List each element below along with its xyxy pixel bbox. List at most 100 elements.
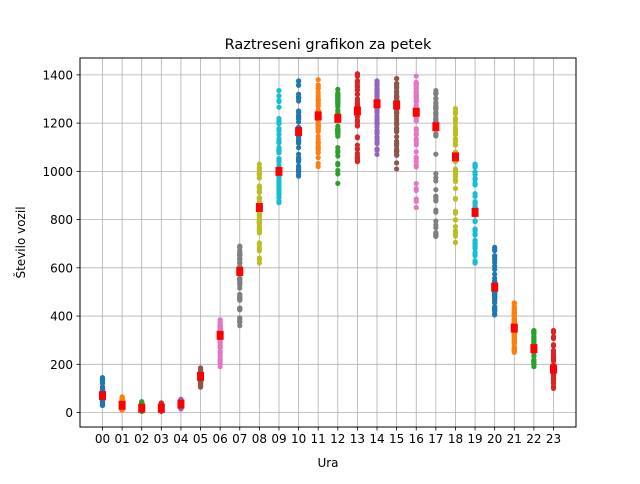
data-point — [472, 231, 478, 237]
data-point — [197, 380, 204, 386]
data-point — [315, 126, 321, 132]
data-point — [315, 160, 321, 167]
x-tick-label: 12 — [330, 432, 345, 446]
data-point — [315, 133, 321, 139]
mean-marker — [197, 371, 205, 381]
data-point — [413, 92, 419, 99]
data-point — [276, 93, 282, 99]
mean-marker — [157, 403, 165, 413]
y-axis-label: Število vozil — [13, 206, 28, 278]
data-point — [394, 96, 400, 102]
data-point — [433, 218, 439, 224]
data-point — [295, 172, 302, 178]
mean-marker — [314, 111, 322, 121]
data-point — [295, 95, 302, 101]
data-point — [492, 263, 498, 269]
x-tick-label: 09 — [271, 432, 286, 446]
data-point — [354, 117, 361, 123]
data-point — [433, 133, 439, 139]
data-point — [452, 239, 459, 246]
mean-marker — [99, 391, 106, 401]
data-point — [413, 204, 419, 211]
data-point — [433, 231, 439, 237]
data-point — [452, 125, 459, 131]
data-point — [335, 86, 341, 92]
x-tick-label: 14 — [369, 432, 384, 446]
data-point — [256, 175, 262, 181]
data-point — [276, 140, 282, 146]
x-tick-label: 15 — [389, 432, 404, 446]
data-point — [237, 260, 243, 266]
data-point — [452, 173, 459, 180]
data-point — [550, 385, 557, 391]
data-point — [315, 121, 321, 127]
data-point — [511, 332, 517, 338]
data-point — [394, 160, 400, 166]
data-point — [413, 118, 419, 124]
x-tick-label: 01 — [114, 432, 129, 446]
mean-marker — [275, 166, 283, 176]
data-point — [276, 120, 282, 126]
x-tick-label: 10 — [291, 432, 306, 446]
y-tick-label: 600 — [50, 261, 73, 275]
data-point — [472, 260, 478, 266]
data-point — [256, 189, 262, 195]
data-point — [452, 128, 459, 134]
data-point — [315, 77, 321, 83]
data-point — [452, 208, 459, 214]
data-point — [237, 317, 243, 324]
mean-marker — [373, 99, 381, 109]
data-point — [276, 98, 282, 105]
chart-title: Raztreseni grafikon za petek — [225, 37, 432, 53]
mean-marker — [393, 100, 401, 110]
data-point — [276, 190, 282, 197]
data-point — [452, 139, 459, 145]
data-point — [413, 102, 419, 108]
data-point — [295, 114, 302, 120]
data-point — [492, 248, 498, 254]
data-point — [276, 131, 282, 138]
mean-marker — [138, 403, 146, 413]
data-point — [492, 257, 498, 263]
data-point — [374, 113, 380, 119]
data-point — [276, 147, 282, 154]
data-point — [315, 147, 321, 153]
data-point — [433, 95, 439, 101]
data-point — [433, 116, 439, 122]
data-point — [472, 226, 478, 233]
data-point — [295, 136, 302, 142]
data-point — [335, 92, 341, 98]
mean-marker — [177, 399, 185, 409]
data-point — [354, 73, 361, 80]
data-point — [295, 145, 302, 151]
data-point — [550, 343, 557, 349]
data-point — [295, 82, 302, 88]
data-point — [237, 244, 243, 250]
data-point — [335, 128, 341, 134]
x-tick-label: 03 — [154, 432, 169, 446]
data-point — [531, 353, 537, 359]
data-point — [374, 134, 380, 140]
data-point — [315, 89, 321, 96]
data-point — [550, 377, 557, 383]
data-point — [99, 380, 106, 386]
y-axis-ticks: 0 200 400 600 800 1000 1200 1400 — [42, 68, 80, 420]
data-point — [335, 144, 341, 151]
x-tick-label: 05 — [193, 432, 208, 446]
data-point — [256, 166, 262, 172]
data-point — [433, 187, 439, 193]
data-point — [374, 151, 380, 158]
data-point — [433, 198, 439, 204]
data-point — [433, 151, 439, 157]
data-point — [433, 171, 439, 177]
data-point — [550, 357, 557, 363]
data-point — [452, 217, 459, 223]
data-point — [354, 91, 361, 97]
data-point — [237, 256, 243, 263]
data-point — [217, 324, 223, 330]
x-tick-label: 06 — [213, 432, 228, 446]
data-point — [237, 279, 243, 286]
x-tick-label: 21 — [507, 432, 522, 446]
